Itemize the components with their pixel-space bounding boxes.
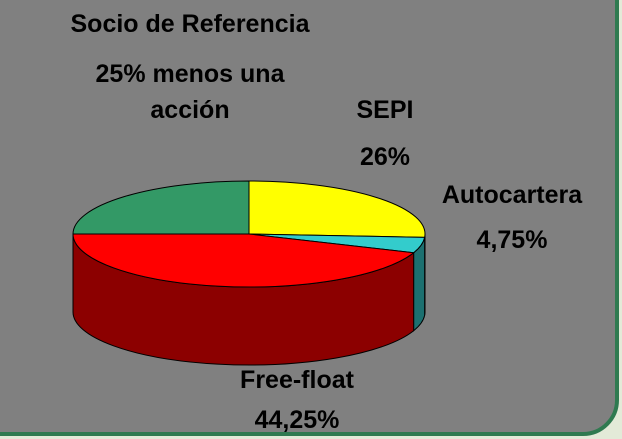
category-label: Autocartera [441, 181, 583, 209]
category-label: Free-float [240, 366, 354, 394]
category-label: Socio de Referencia [70, 10, 310, 38]
slice [72, 233, 415, 288]
value-label: 25% menos una acción [95, 60, 285, 124]
slice [72, 180, 250, 235]
category-label: SEPI [356, 96, 414, 124]
value-label: 4,75% [476, 226, 548, 254]
slice [248, 180, 426, 238]
value-label: 26% [359, 143, 411, 171]
value-label: 44,25% [254, 406, 340, 434]
